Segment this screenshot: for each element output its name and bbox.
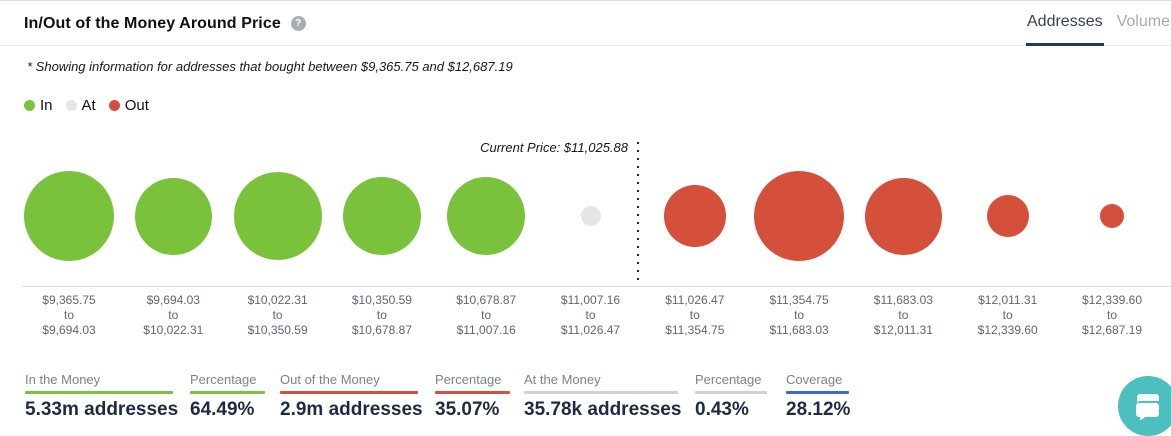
range-note: * Showing information for addresses that… xyxy=(27,59,513,74)
widget-header: In/Out of the Money Around Price ? Addre… xyxy=(0,1,1171,46)
stat-underline xyxy=(524,391,678,394)
legend-item-in[interactable]: In xyxy=(24,97,53,114)
bucket-range-label: $12,011.31 to $12,339.60 xyxy=(977,293,1038,337)
stat-value: 2.9m addresses xyxy=(280,399,423,420)
stat-value: 0.43% xyxy=(695,399,749,420)
stat-underline xyxy=(435,391,510,394)
view-tabs: Addresses Volume xyxy=(1026,1,1171,46)
stat-label: Coverage xyxy=(786,372,843,387)
legend-item-out[interactable]: Out xyxy=(108,97,149,114)
stat-underline xyxy=(786,391,849,394)
bubble-in-3[interactable] xyxy=(342,177,421,255)
stat-value: 5.33m addresses xyxy=(25,399,179,420)
stat-label: Percentage xyxy=(190,372,257,387)
stat-underline xyxy=(25,391,173,394)
stat-in-the-money: In the Money 5.33m addresses xyxy=(25,372,178,421)
stat-label: Out of the Money xyxy=(280,372,380,387)
bubble-in-4[interactable] xyxy=(447,177,526,255)
bucket-range-label: $9,694.03 to $10,022.31 xyxy=(143,293,204,337)
stat-label: Percentage xyxy=(695,372,762,387)
bucket-range-label: $9,365.75 to $9,694.03 xyxy=(42,293,96,337)
bubble-out-6[interactable] xyxy=(663,185,726,247)
x-axis-line xyxy=(22,286,1171,287)
tab-volume[interactable]: Volume xyxy=(1116,13,1170,30)
stat-underline xyxy=(280,391,418,394)
tab-addresses[interactable]: Addresses xyxy=(1026,1,1104,46)
help-icon[interactable]: ? xyxy=(290,16,306,31)
bucket-range-label: $10,022.31 to $10,350.59 xyxy=(247,293,308,337)
stat-coverage: Coverage 28.12% xyxy=(786,372,850,421)
page-title: In/Out of the Money Around Price xyxy=(24,14,281,32)
current-price-line xyxy=(637,142,639,285)
stat-value: 28.12% xyxy=(786,399,851,420)
bubble-out-9[interactable] xyxy=(986,195,1029,237)
bubble-out-10[interactable] xyxy=(1100,204,1124,228)
bubble-in-1[interactable] xyxy=(134,177,212,255)
bubble-in-2[interactable] xyxy=(233,172,322,260)
bubble-in-0[interactable] xyxy=(24,171,114,261)
legend-dot-icon xyxy=(65,100,77,111)
stat-percentage: Percentage 64.49% xyxy=(190,372,265,421)
bucket-range-label: $11,354.75 to $11,683.03 xyxy=(769,293,829,337)
stat-at-the-money: At the Money 35.78k addresses xyxy=(524,372,681,421)
stat-percentage: Percentage 35.07% xyxy=(435,372,510,421)
chat-bubble-icon xyxy=(1136,394,1159,420)
stat-percentage: Percentage 0.43% xyxy=(695,372,767,421)
bucket-range-label: $12,339.60 to $12,687.19 xyxy=(1081,293,1143,337)
stat-underline xyxy=(695,391,767,394)
bucket-range-label: $11,007.16 to $11,026.47 xyxy=(560,293,621,337)
bucket-range-label: $11,683.03 to $12,011.31 xyxy=(873,293,933,337)
current-price-label: Current Price: $11,025.88 xyxy=(480,140,628,155)
legend: In At Out xyxy=(24,97,149,114)
legend-dot-icon xyxy=(108,100,120,111)
bubble-out-8[interactable] xyxy=(864,177,942,255)
stat-underline xyxy=(190,391,265,394)
bucket-range-label: $11,026.47 to $11,354.75 xyxy=(665,293,725,337)
bucket-range-label: $10,350.59 to $10,678.87 xyxy=(351,293,412,337)
legend-label: In xyxy=(40,97,53,114)
stat-value: 35.07% xyxy=(435,399,500,420)
bubble-out-7[interactable] xyxy=(754,171,845,261)
chat-button[interactable] xyxy=(1118,376,1171,436)
stat-out-of-the-money: Out of the Money 2.9m addresses xyxy=(280,372,423,421)
stat-label: Percentage xyxy=(435,372,502,387)
bubble-at-5[interactable] xyxy=(580,206,601,226)
stat-label: In the Money xyxy=(25,372,101,387)
legend-label: At xyxy=(81,97,96,114)
stat-value: 35.78k addresses xyxy=(524,399,682,420)
bucket-range-label: $10,678.87 to $11,007.16 xyxy=(456,293,517,337)
legend-label: Out xyxy=(124,97,149,114)
legend-dot-icon xyxy=(24,100,35,111)
legend-item-at[interactable]: At xyxy=(65,97,96,114)
stat-label: At the Money xyxy=(524,372,601,387)
stat-value: 64.49% xyxy=(190,399,255,420)
